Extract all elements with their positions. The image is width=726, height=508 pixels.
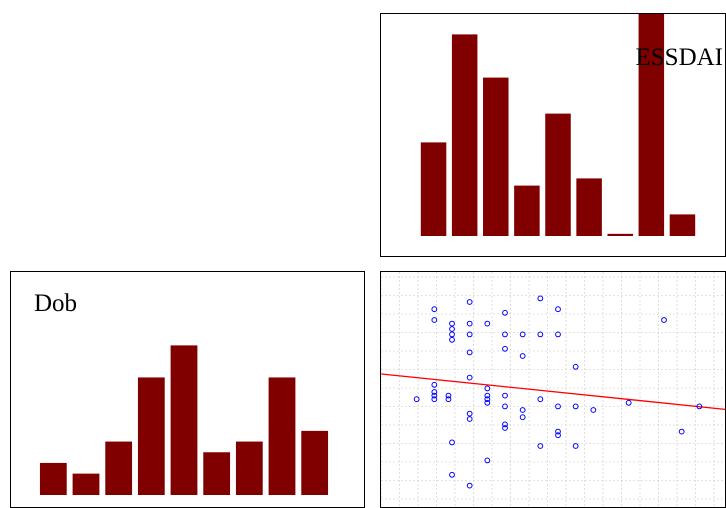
scatter-panel [380, 271, 726, 508]
bar-5 [170, 345, 198, 495]
bar-6 [576, 178, 602, 236]
bar-1 [420, 142, 447, 236]
bar-5 [545, 113, 571, 236]
bar-9 [301, 430, 329, 495]
scatter-plot [381, 272, 725, 507]
scatter-point [449, 326, 455, 332]
scatter-point [625, 399, 632, 406]
scatter-point [555, 306, 561, 313]
scatter-point [466, 331, 473, 338]
bar-6 [203, 452, 231, 495]
bar-7 [607, 233, 633, 236]
scatter-point [661, 317, 667, 323]
scatter-point [537, 331, 544, 338]
essdai-title: ESSDAI [635, 44, 723, 71]
scatter-point [431, 381, 438, 388]
scatter-point [555, 331, 561, 338]
bar-9 [669, 214, 696, 236]
regression-line [381, 373, 725, 411]
scatter-point [537, 396, 544, 403]
scatter-point [431, 389, 438, 395]
scatter-point [537, 295, 544, 302]
scatter-point [590, 407, 597, 413]
scatter-point [502, 421, 508, 428]
bar-2 [72, 473, 100, 495]
scatter-point [413, 396, 420, 403]
scatter-point [431, 306, 438, 313]
dob-bar-chart [39, 345, 329, 495]
scatter-point [696, 403, 703, 410]
bar-4 [137, 377, 165, 495]
scatter-point [572, 403, 579, 410]
scatter-point [431, 396, 438, 403]
scatter-point [445, 392, 452, 399]
scatter-point [431, 317, 438, 323]
scatter-point [555, 432, 561, 439]
scatter-point [572, 443, 579, 449]
scatter-point [555, 403, 561, 410]
scatter-point [572, 363, 579, 370]
scatter-point [502, 425, 508, 431]
scatter-point [484, 396, 491, 403]
scatter-point [537, 443, 544, 449]
scatter-point [466, 416, 473, 422]
scatter-point [502, 392, 508, 399]
scatter-point [466, 374, 473, 381]
bar-7 [235, 441, 263, 495]
scatter-point [484, 457, 491, 464]
bar-2 [451, 34, 478, 237]
scatter-point [484, 320, 491, 327]
scatter-point [449, 320, 455, 327]
scatter-point [466, 482, 473, 489]
bar-3 [483, 77, 509, 236]
essdai-bar-chart [420, 14, 696, 237]
scatter-point [449, 471, 455, 478]
bar-8 [638, 14, 665, 236]
scatter-point [466, 349, 473, 356]
scatter-point [484, 385, 491, 392]
bar-3 [105, 441, 133, 495]
bar-1 [39, 462, 67, 495]
bar-4 [514, 185, 540, 236]
scatter-point [678, 428, 685, 435]
scatter-point [502, 345, 508, 352]
scatter-point [484, 399, 491, 406]
scatter-point [519, 414, 526, 421]
scatter-point [466, 320, 473, 327]
scatter-point [502, 331, 508, 338]
scatter-point [519, 331, 526, 338]
scatter-point [431, 392, 438, 399]
bar-8 [268, 377, 296, 495]
scatter-point [502, 309, 508, 316]
scatter-point [466, 410, 473, 417]
dob-panel: Dob [10, 271, 365, 508]
scatter-point [445, 396, 452, 403]
scatter-point [449, 439, 455, 446]
scatter-point [519, 353, 526, 359]
scatter-point [502, 403, 508, 410]
scatter-point [484, 392, 491, 399]
dob-title: Dob [34, 290, 78, 317]
scatter-point [449, 331, 455, 338]
scatter-point [519, 407, 526, 413]
essdai-panel: ESSDAI [380, 13, 726, 257]
scatter-point [449, 336, 455, 343]
scatter-point [466, 299, 473, 305]
scatter-point [555, 428, 561, 435]
